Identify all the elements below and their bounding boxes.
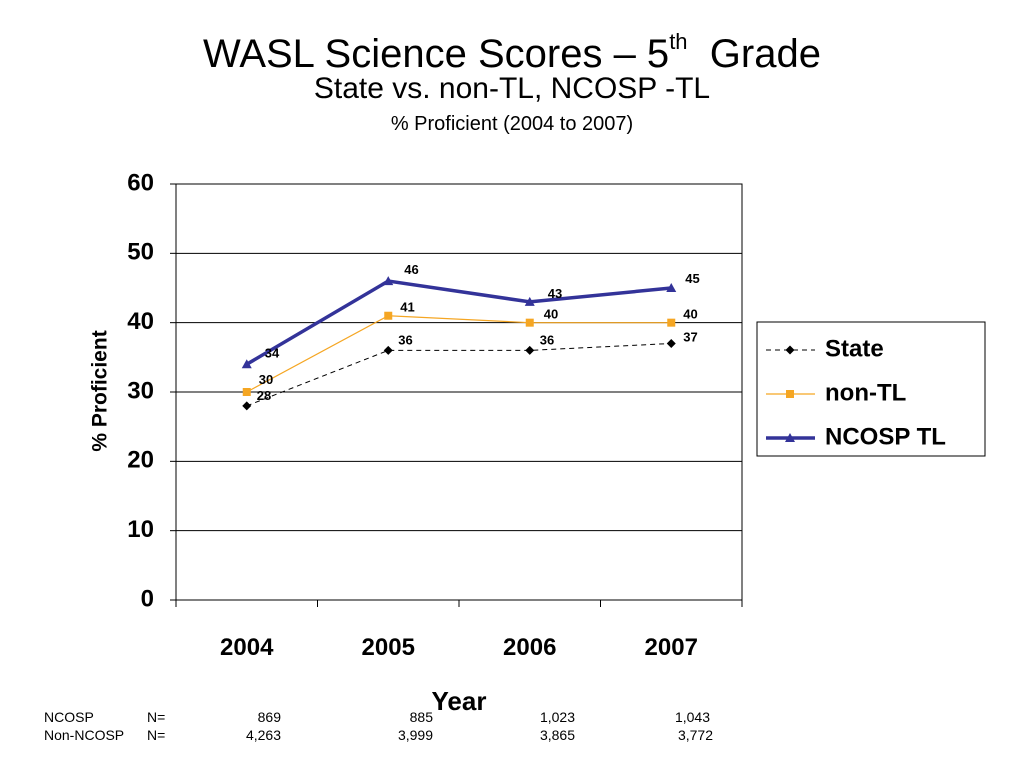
chart-title-block: WASL Science Scores – 5th Grade State vs… [0, 30, 1024, 136]
x-tick-label: 2006 [503, 634, 556, 661]
data-point-square [525, 318, 534, 327]
n-row-non-ncosp: Non-NCOSP N= 4,263 3,999 3,865 3,772 [44, 726, 744, 744]
data-point-square [786, 390, 794, 398]
x-tick-label: 2005 [362, 634, 415, 661]
chart-title: WASL Science Scores – 5th Grade [0, 30, 1024, 78]
legend-box [756, 321, 986, 457]
data-label: 46 [404, 262, 418, 277]
data-label: 36 [398, 332, 412, 347]
y-tick-label: 20 [127, 447, 154, 474]
data-point-square [242, 388, 251, 396]
data-label: 36 [540, 332, 554, 347]
n-cell-2006: 3,865 [539, 727, 575, 743]
data-point-triangle [383, 276, 394, 286]
data-label: 37 [683, 329, 697, 344]
legend-label: State [825, 335, 884, 362]
legend-label: NCOSP TL [825, 423, 946, 450]
data-point-triangle [241, 359, 252, 369]
n-cell-2007: 1,043 [674, 709, 710, 725]
data-label: 43 [548, 286, 562, 301]
y-tick-label: 0 [141, 585, 154, 612]
legend-items: State non-TL NCOSP TL [766, 335, 946, 450]
series-line [246, 342, 672, 407]
axes: 0 10 20 30 40 50 60 2004 2005 2006 2007 [127, 169, 743, 661]
data-point-diamond [666, 338, 676, 348]
data-point-diamond [242, 401, 252, 411]
data-labels: 28 36 36 37 30 41 40 40 34 46 43 45 [257, 262, 700, 403]
series-line [245, 279, 672, 366]
chart-title-grade: Grade [687, 32, 821, 76]
chart-note: % Proficient (2004 to 2007) [390, 113, 634, 135]
n-row-n-label: N= [147, 727, 166, 743]
x-tick-label: 2004 [220, 634, 274, 661]
legend: State non-TL NCOSP TL [756, 321, 986, 457]
chart-subtitle: State vs. non-TL, NCOSP -TL [313, 72, 711, 105]
data-label: 41 [400, 300, 414, 315]
n-cell-2004: 869 [257, 709, 281, 725]
series-line [246, 315, 672, 393]
chart-title-superscript: th [669, 29, 688, 54]
data-label: 40 [683, 307, 697, 322]
data-label: 40 [544, 307, 558, 322]
x-axis-title: Year [432, 686, 487, 716]
n-counts-table: NCOSP N= 869 885 1,023 1,043 Non-NCOSP N… [44, 708, 744, 744]
n-cell-2006: 1,023 [539, 709, 575, 725]
data-point-square [384, 311, 393, 320]
data-label: 45 [685, 271, 699, 286]
data-label: 34 [265, 345, 280, 360]
y-tick-label: 50 [127, 239, 154, 266]
series [241, 276, 677, 411]
x-tick-label: 2007 [645, 634, 698, 661]
n-cell-2005: 885 [409, 709, 433, 725]
n-row-ncosp: NCOSP N= 869 885 1,023 1,043 [44, 708, 744, 726]
data-point-triangle [524, 296, 535, 306]
data-point-triangle [666, 283, 677, 292]
legend-label: non-TL [825, 379, 906, 406]
n-cell-2005: 3,999 [397, 727, 433, 743]
data-point-diamond [785, 345, 795, 355]
data-point-square [667, 318, 676, 327]
chart-title-main: WASL Science Scores – 5 [203, 32, 670, 76]
n-row-label: Non-NCOSP [44, 727, 125, 743]
n-cell-2004: 4,263 [245, 727, 281, 743]
y-axis-title: % Proficient [89, 330, 112, 451]
y-tick-label: 10 [127, 516, 154, 543]
data-point-diamond [383, 345, 393, 355]
y-tick-label: 60 [127, 169, 154, 196]
data-label: 28 [257, 388, 271, 403]
y-tick-label: 30 [127, 377, 154, 404]
data-point-diamond [525, 345, 535, 355]
n-row-n-label: N= [147, 709, 166, 725]
data-label: 30 [259, 372, 273, 387]
y-tick-label: 40 [127, 308, 154, 335]
n-cell-2007: 3,772 [677, 727, 713, 743]
n-row-label: NCOSP [44, 709, 94, 725]
data-point-triangle [785, 433, 795, 442]
